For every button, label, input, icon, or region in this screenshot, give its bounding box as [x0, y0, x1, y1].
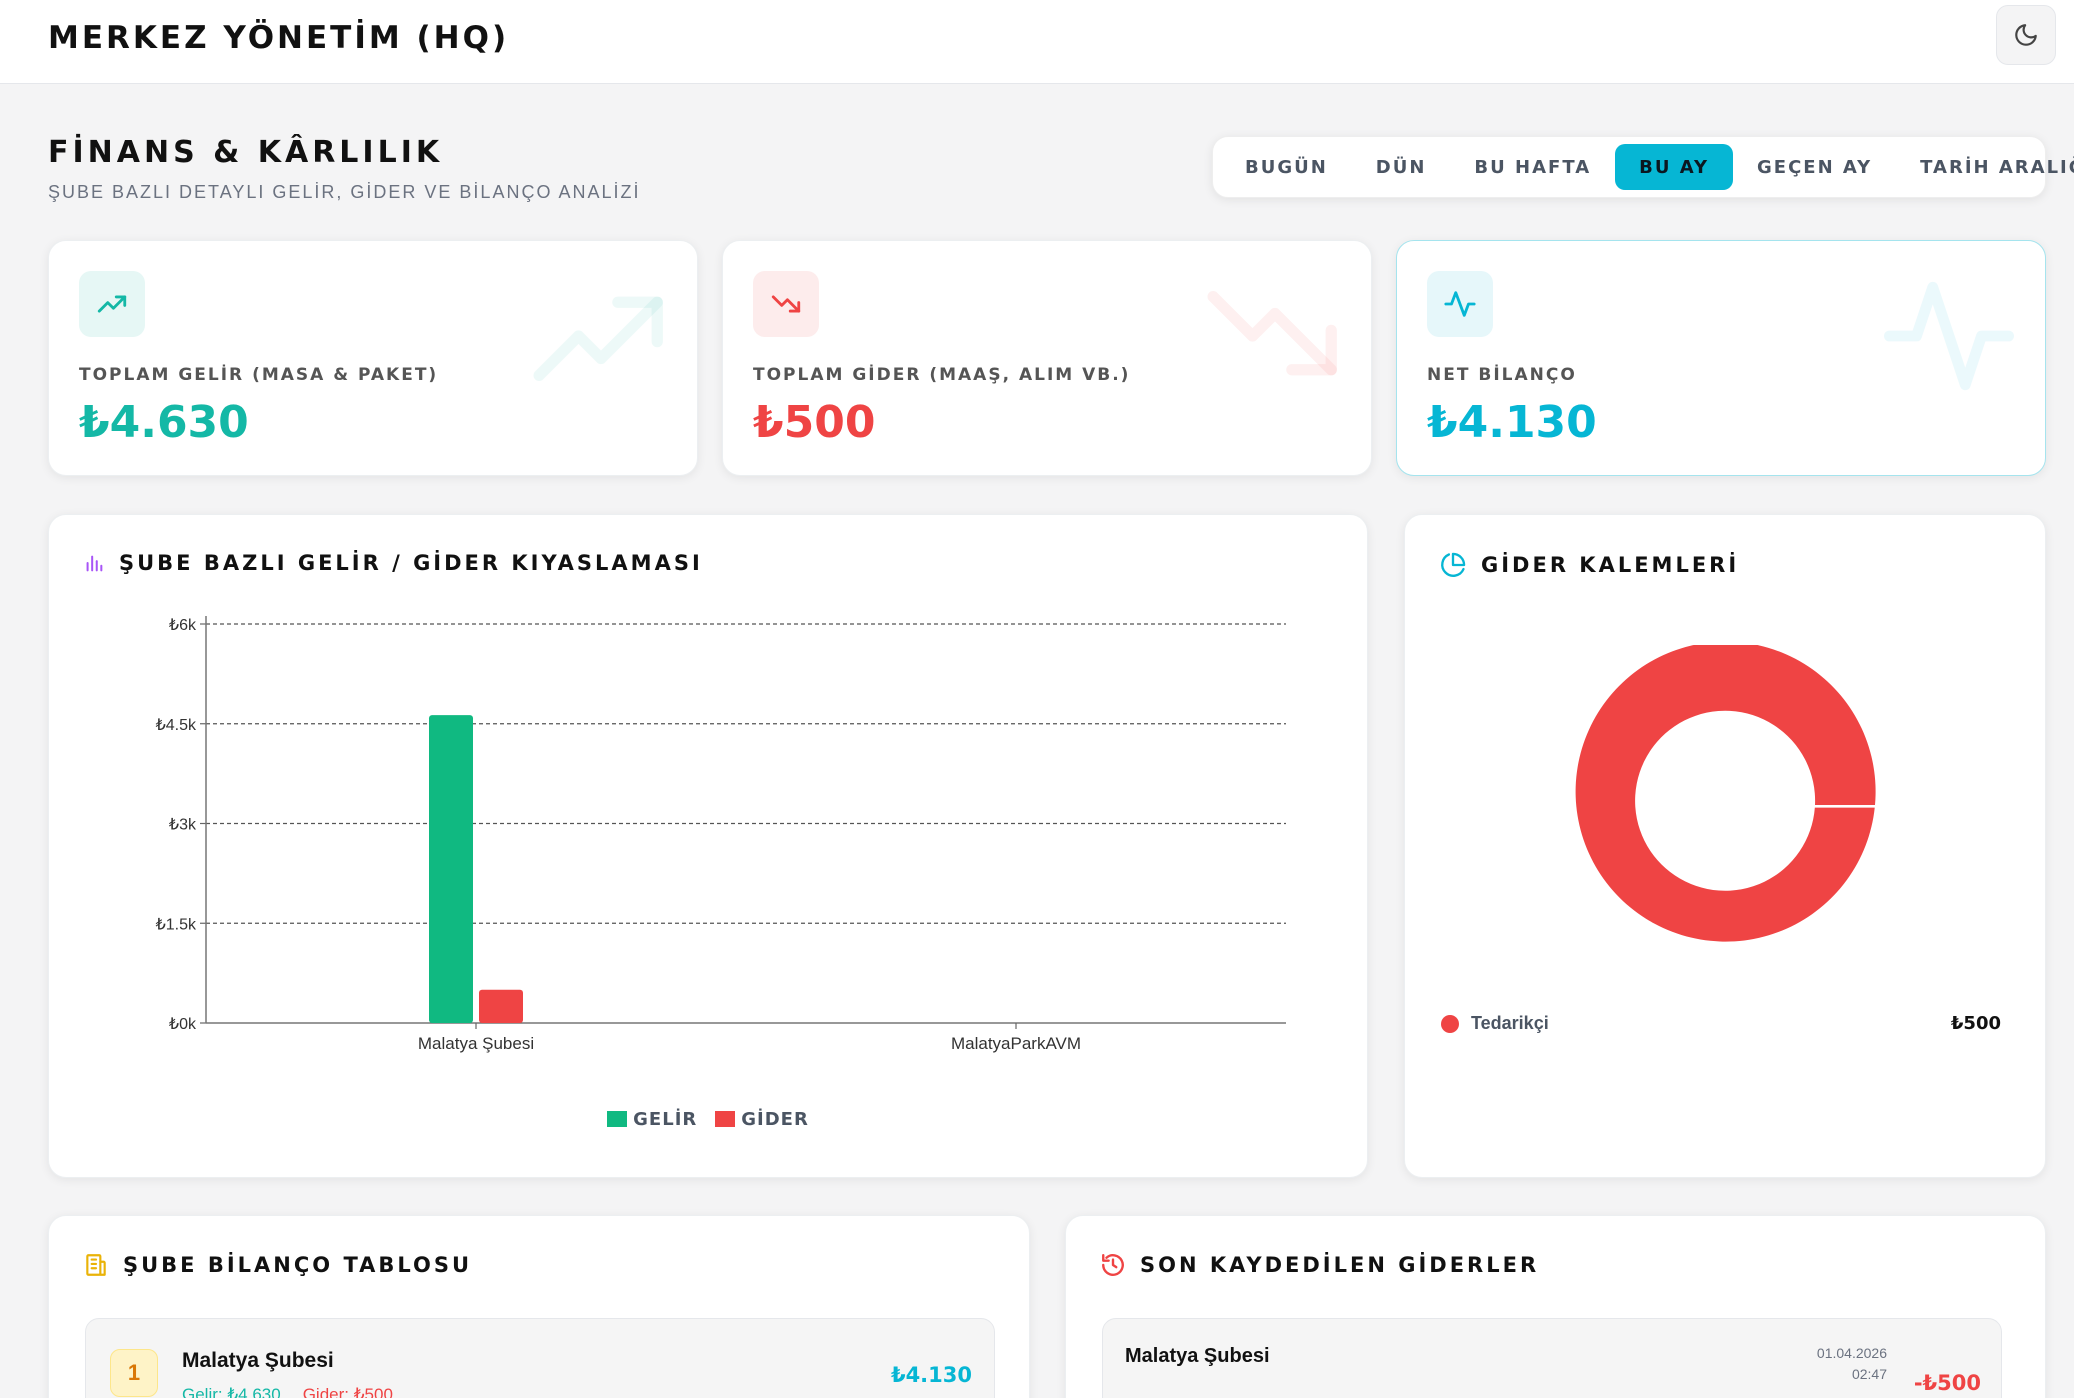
table-row[interactable]: 1 Malatya Şubesi Gelir: ₺4.630 Gider: ₺5…: [85, 1318, 995, 1398]
expense-time: 02:47: [1851, 1366, 1887, 1382]
expense-legend-name: Tedarikçi: [1471, 1013, 1549, 1033]
activity-icon: [1427, 271, 1493, 337]
branch-summary: Gelir: ₺4.630 Gider: ₺500: [182, 1385, 393, 1398]
branch-chart-title: ŞUBE BAZLI GELİR / GİDER KIYASLAMASI: [119, 551, 703, 575]
expense-amount: -₺500: [1913, 1371, 1981, 1395]
page-subtitle: ŞUBE BAZLI DETAYLI GELİR, GİDER VE BİLAN…: [48, 182, 641, 202]
top-bar: MERKEZ YÖNETİM (HQ): [0, 0, 2074, 84]
expense-stat-card: TOPLAM GİDER (MAAŞ, ALIM VB.) ₺500: [722, 240, 1372, 476]
date-filter-group: BUGÜN DÜN BU HAFTA BU AY GEÇEN AY TARİH …: [1212, 136, 2074, 198]
expense-datetime: 01.04.2026 02:47: [1817, 1343, 1887, 1385]
list-item[interactable]: Malatya Şubesi 01.04.2026 02:47 -₺500: [1102, 1318, 2002, 1398]
expense-date: 01.04.2026: [1816, 1345, 1887, 1361]
branch-income: Gelir: ₺4.630: [182, 1385, 281, 1398]
legend-expense-label: GİDER: [741, 1109, 809, 1130]
y-tick-label: ₺1.5k: [156, 916, 197, 933]
legend-income-swatch: [607, 1111, 628, 1127]
theme-toggle-button[interactable]: [1996, 5, 2056, 65]
legend-expense[interactable]: GİDER: [715, 1109, 809, 1130]
recent-expenses-header: SON KAYDEDİLEN GİDERLER: [1100, 1252, 1539, 1278]
expense-legend-dot: [1441, 1014, 1459, 1033]
branch-name: Malatya Şubesi: [182, 1349, 334, 1372]
bar-chart-icon: [86, 555, 103, 572]
branch-bar-chart: ₺0k ₺1.5k ₺3k ₺4.5k ₺6k Malatya Şubesi Malatya…: [156, 616, 1286, 1053]
legend-income-label: GELİR: [633, 1109, 698, 1130]
history-icon: [1102, 1254, 1124, 1276]
branch-net: ₺4.130: [890, 1363, 972, 1387]
rank-badge: 1: [110, 1349, 158, 1397]
filter-this-month[interactable]: BU AY: [1615, 144, 1733, 190]
brand-title: MERKEZ YÖNETİM (HQ): [48, 20, 510, 56]
net-stat-card: NET BİLANÇO ₺4.130: [1396, 240, 2046, 476]
filter-date-range[interactable]: TARİH ARALIĞI: [1896, 144, 2074, 190]
expense-label: TOPLAM GİDER (MAAŞ, ALIM VB.): [753, 365, 1131, 385]
filter-today[interactable]: BUGÜN: [1221, 144, 1352, 190]
y-tick-label: ₺0k: [169, 1016, 197, 1033]
activity-watermark-icon: [1884, 281, 2014, 391]
chart-legend: GELİR GİDER: [49, 1109, 1367, 1130]
filter-last-month[interactable]: GEÇEN AY: [1733, 144, 1896, 190]
donut-slice-tedarikci[interactable]: [1575, 645, 1876, 942]
net-label: NET BİLANÇO: [1427, 365, 1577, 385]
branch-chart-card: ŞUBE BAZLI GELİR / GİDER KIYASLAMASI ₺0k…: [48, 514, 1368, 1178]
chart-bar[interactable]: [479, 989, 523, 1023]
moon-icon: [2015, 24, 2037, 46]
legend-income[interactable]: GELİR: [607, 1109, 697, 1130]
x-tick-label: Malatya Şubesi: [418, 1034, 534, 1053]
expense-value: ₺500: [753, 397, 876, 448]
pie-chart-icon: [1441, 552, 1466, 577]
x-tick-label: MalatyaParkAVM: [951, 1034, 1081, 1053]
y-tick-label: ₺4.5k: [156, 717, 197, 734]
trending-up-icon: [79, 271, 145, 337]
trending-down-icon: [753, 271, 819, 337]
trending-down-watermark-icon: [1207, 291, 1337, 376]
building-icon: [86, 1254, 106, 1276]
branch-balance-card: ŞUBE BİLANÇO TABLOSU 1 Malatya Şubesi Ge…: [48, 1215, 1030, 1398]
expense-donut-chart: [1575, 645, 1876, 942]
filter-yesterday[interactable]: DÜN: [1352, 144, 1451, 190]
net-value: ₺4.130: [1427, 397, 1597, 448]
y-tick-label: ₺6k: [169, 617, 197, 634]
filter-this-week[interactable]: BU HAFTA: [1450, 144, 1615, 190]
income-label: TOPLAM GELİR (MASA & PAKET): [79, 365, 439, 385]
recent-expenses-card: SON KAYDEDİLEN GİDERLER Malatya Şubesi 0…: [1065, 1215, 2046, 1398]
expense-items-title: GİDER KALEMLERİ: [1481, 553, 1740, 577]
legend-expense-swatch: [715, 1111, 736, 1127]
chart-bar[interactable]: [429, 715, 473, 1023]
expense-legend-item[interactable]: Tedarikçi ₺500: [1441, 1013, 2001, 1034]
branch-chart-header: ŞUBE BAZLI GELİR / GİDER KIYASLAMASI: [83, 551, 703, 575]
expense-branch-name: Malatya Şubesi: [1125, 1345, 1270, 1367]
page-title: FİNANS & KÂRLILIK: [48, 135, 444, 170]
income-value: ₺4.630: [79, 397, 249, 448]
trending-up-watermark-icon: [533, 296, 663, 381]
branch-balance-header: ŞUBE BİLANÇO TABLOSU: [83, 1252, 472, 1278]
recent-expenses-title: SON KAYDEDİLEN GİDERLER: [1140, 1253, 1540, 1277]
branch-balance-title: ŞUBE BİLANÇO TABLOSU: [123, 1253, 473, 1277]
branch-expense: Gider: ₺500: [302, 1385, 393, 1398]
income-stat-card: TOPLAM GELİR (MASA & PAKET) ₺4.630: [48, 240, 698, 476]
y-tick-label: ₺3k: [169, 817, 197, 834]
expense-items-card: GİDER KALEMLERİ Tedarikçi ₺500: [1404, 514, 2046, 1178]
expense-legend-amount: ₺500: [1950, 1013, 2001, 1034]
expense-items-header: GİDER KALEMLERİ: [1439, 551, 1739, 579]
